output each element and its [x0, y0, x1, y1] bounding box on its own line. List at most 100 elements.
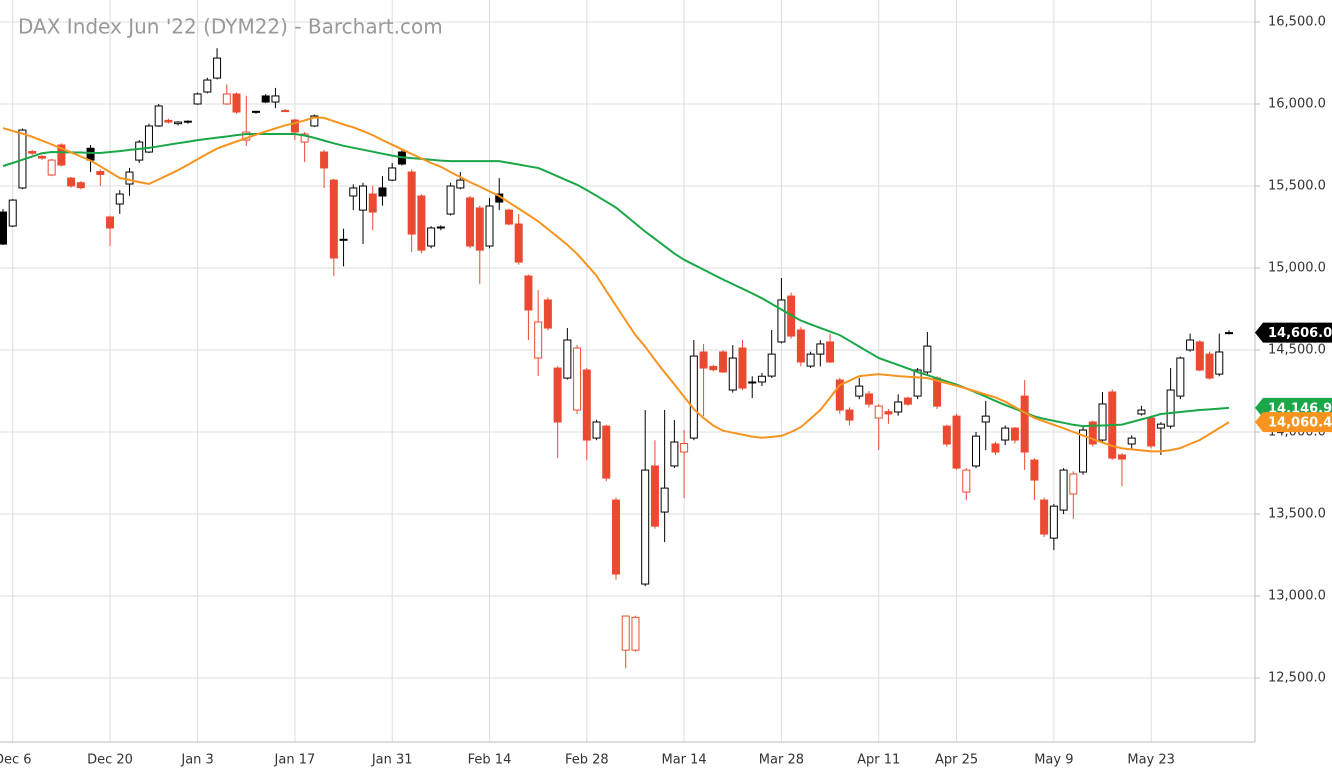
candle-body [154, 105, 163, 127]
candle-body [378, 187, 387, 197]
candle-body [612, 499, 620, 575]
candle-body [563, 339, 572, 379]
candle-body [1176, 357, 1185, 397]
candle-body [232, 93, 241, 113]
candle-body [864, 393, 873, 405]
candle-body [504, 209, 513, 225]
candle-body [952, 415, 961, 469]
candle-body [845, 409, 854, 421]
candle-body [592, 421, 601, 439]
candle-body [475, 207, 484, 251]
candle-body [485, 205, 494, 247]
candle-body [650, 465, 659, 527]
y-tick-label: 16,500.0 [1268, 14, 1326, 29]
candle-body [573, 347, 582, 411]
candle-body [543, 299, 552, 329]
candle-body [1117, 454, 1126, 460]
candle-body [446, 185, 455, 215]
chart-title: DAX Index Jun '22 (DYM22) - Barchart.com [18, 15, 443, 39]
candle-body [670, 441, 679, 467]
candle-body [261, 95, 270, 103]
candle-body [67, 177, 76, 187]
candle-body [174, 121, 183, 125]
x-tick-label: Feb 28 [565, 753, 609, 768]
candle-body [514, 223, 523, 263]
price-tags: 14,146.914,060.414,606.0 [1255, 322, 1332, 433]
x-tick-label: Jan 17 [274, 753, 316, 768]
x-tick-label: Jan 3 [180, 753, 213, 768]
candle-body [631, 616, 640, 651]
x-tick-label: May 9 [1034, 753, 1073, 768]
candle-body [144, 125, 153, 153]
candle-body [962, 469, 971, 493]
candle-body [1195, 341, 1204, 371]
candle-body [1156, 423, 1165, 429]
x-tick-label: Dec 20 [87, 753, 133, 768]
candle-body [816, 343, 825, 355]
candle-body [855, 385, 864, 397]
price-tag [1255, 412, 1332, 433]
candle-body [806, 353, 815, 367]
candle-body [972, 435, 981, 467]
candle-body [942, 425, 951, 445]
candle-body [125, 171, 134, 185]
x-tick-label: Jan 31 [371, 753, 413, 768]
candle-body [660, 487, 669, 513]
candle-body [436, 226, 445, 229]
candle-body [534, 321, 543, 359]
candle-body [106, 216, 115, 229]
candle-body [183, 120, 192, 123]
candle-body [28, 151, 37, 154]
candle-body [76, 182, 85, 189]
candle-body [329, 179, 338, 259]
y-tick-label: 15,500.0 [1268, 178, 1326, 193]
x-tick-label: Apr 11 [857, 753, 900, 768]
candle-body [300, 133, 309, 143]
candle-body [427, 227, 436, 247]
grid [0, 0, 1255, 742]
candle-body [748, 381, 757, 384]
y-tick-label: 15,000.0 [1268, 260, 1326, 275]
candle-body [1020, 395, 1029, 453]
candle-body [1098, 403, 1107, 441]
candle-body [777, 299, 786, 343]
candle-body [310, 115, 319, 127]
candle-body [894, 401, 903, 413]
price-tag-label: 14,606.0 [1268, 326, 1332, 341]
candle-body [37, 155, 46, 159]
candle-body [222, 93, 231, 105]
candle-body [86, 147, 95, 161]
candle-body [290, 119, 299, 133]
candle-body [757, 375, 766, 383]
candle-body [826, 341, 835, 363]
candle-body [388, 167, 397, 181]
axis: 12,500.013,000.013,500.014,000.014,500.0… [0, 14, 1326, 767]
plot [0, 48, 1233, 669]
candle-body [466, 197, 475, 247]
candle-body [1147, 417, 1156, 447]
candle-body [368, 193, 377, 213]
price-tag-label: 14,060.4 [1268, 416, 1332, 431]
candle-body [8, 199, 17, 227]
candle-body [991, 443, 1000, 453]
candle-body [903, 397, 912, 405]
candle-body [874, 405, 883, 419]
candle-body [1127, 437, 1136, 445]
candle-body [1137, 409, 1146, 415]
candle-body [1059, 469, 1068, 511]
candle-body [913, 369, 922, 397]
candle-body [281, 110, 290, 113]
candle-body [1030, 459, 1039, 481]
candle-body [582, 369, 591, 441]
candle-body [680, 442, 689, 453]
candle-body [193, 93, 202, 105]
y-tick-label: 13,000.0 [1268, 589, 1326, 604]
candle-body [835, 379, 844, 411]
candle-body [1186, 339, 1195, 351]
candle-body [709, 365, 718, 371]
candle-body [1049, 505, 1058, 539]
candle-body [456, 179, 465, 189]
x-tick-label: Mar 28 [759, 753, 804, 768]
